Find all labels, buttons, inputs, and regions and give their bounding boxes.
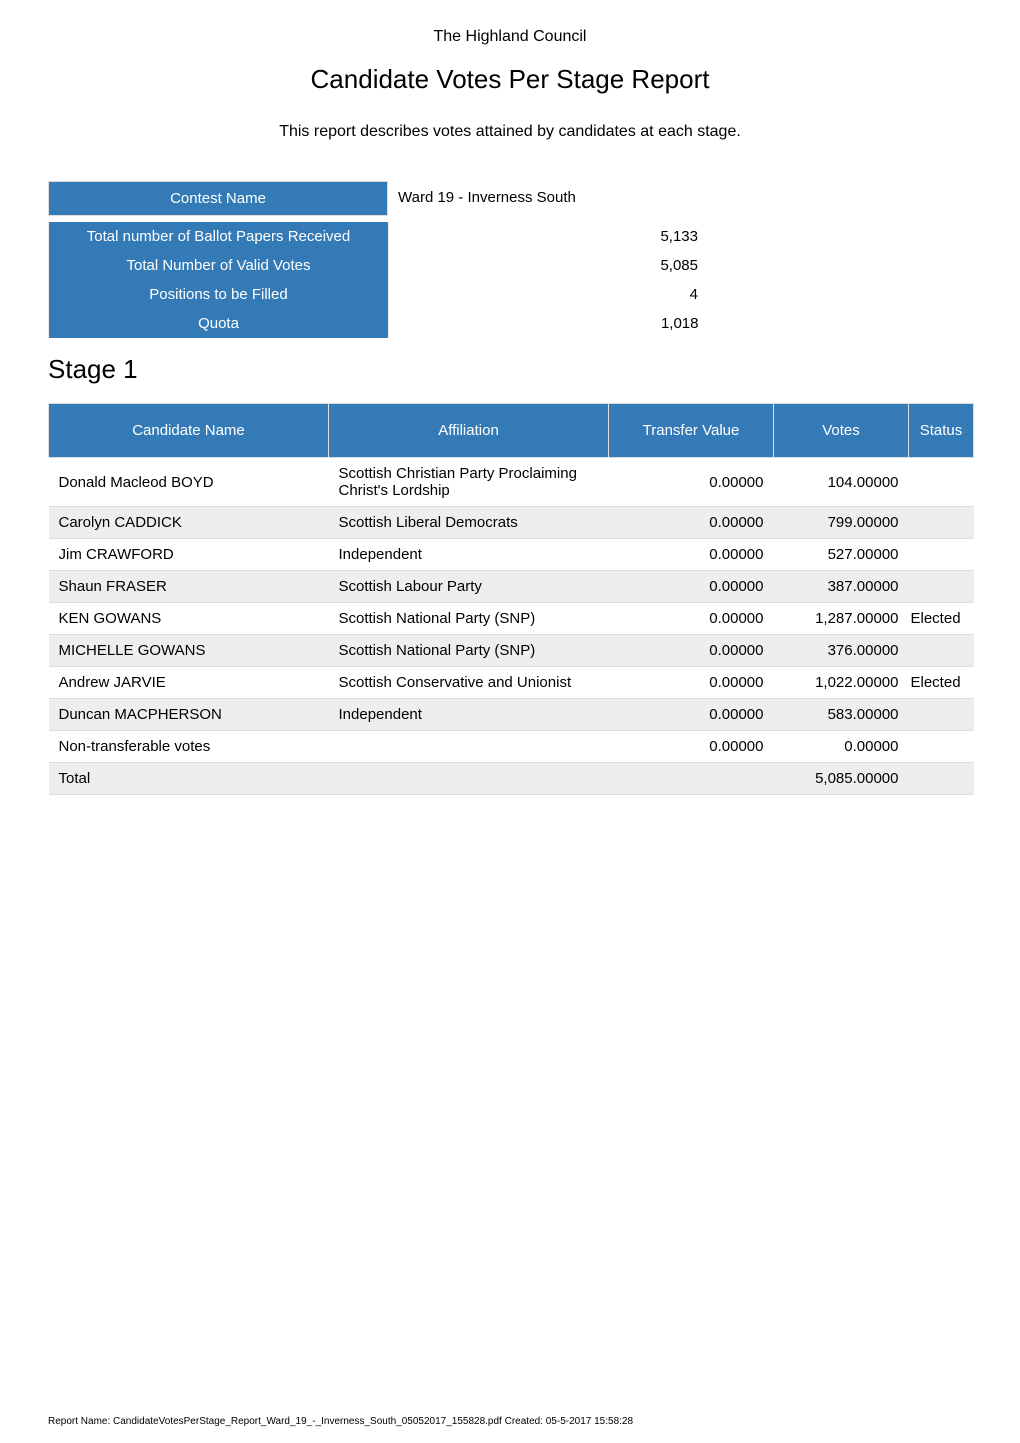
cell-votes: 799.00000 <box>774 507 909 539</box>
table-row: Andrew JARVIE Scottish Conservative and … <box>49 667 974 699</box>
cell-transfer-value: 0.00000 <box>609 603 774 635</box>
cell-status <box>909 763 974 795</box>
cell-name: Shaun FRASER <box>49 571 329 603</box>
cell-transfer-value: 0.00000 <box>609 507 774 539</box>
cell-votes: 1,022.00000 <box>774 667 909 699</box>
summary-label: Positions to be Filled <box>49 280 389 309</box>
contest-name-label: Contest Name <box>48 181 388 216</box>
cell-status <box>909 699 974 731</box>
results-header-row: Candidate Name Affiliation Transfer Valu… <box>49 404 974 458</box>
table-row: Non-transferable votes 0.00000 0.00000 <box>49 731 974 763</box>
col-header-votes: Votes <box>774 404 909 458</box>
cell-status <box>909 731 974 763</box>
cell-name: Total <box>49 763 329 795</box>
contest-name-value: Ward 19 - Inverness South <box>388 181 718 216</box>
cell-affiliation: Scottish National Party (SNP) <box>329 603 609 635</box>
report-title: Candidate Votes Per Stage Report <box>48 64 972 95</box>
table-row: Shaun FRASER Scottish Labour Party 0.000… <box>49 571 974 603</box>
table-row: MICHELLE GOWANS Scottish National Party … <box>49 635 974 667</box>
col-header-name: Candidate Name <box>49 404 329 458</box>
cell-affiliation: Scottish Liberal Democrats <box>329 507 609 539</box>
cell-transfer-value: 0.00000 <box>609 667 774 699</box>
cell-status: Elected <box>909 603 974 635</box>
cell-votes: 104.00000 <box>774 458 909 507</box>
table-row: Carolyn CADDICK Scottish Liberal Democra… <box>49 507 974 539</box>
cell-name: Jim CRAWFORD <box>49 539 329 571</box>
cell-transfer-value: 0.00000 <box>609 571 774 603</box>
cell-name: KEN GOWANS <box>49 603 329 635</box>
cell-name: Duncan MACPHERSON <box>49 699 329 731</box>
cell-affiliation: Scottish Labour Party <box>329 571 609 603</box>
cell-affiliation: Scottish Conservative and Unionist <box>329 667 609 699</box>
cell-affiliation: Independent <box>329 539 609 571</box>
summary-value: 5,085 <box>389 251 709 280</box>
results-table: Candidate Name Affiliation Transfer Valu… <box>48 403 974 795</box>
cell-votes: 0.00000 <box>774 731 909 763</box>
cell-affiliation <box>329 731 609 763</box>
cell-votes: 583.00000 <box>774 699 909 731</box>
cell-votes: 387.00000 <box>774 571 909 603</box>
cell-status <box>909 571 974 603</box>
cell-affiliation: Scottish Christian Party Proclaiming Chr… <box>329 458 609 507</box>
stage-heading: Stage 1 <box>48 354 972 385</box>
cell-votes: 376.00000 <box>774 635 909 667</box>
cell-name: Andrew JARVIE <box>49 667 329 699</box>
cell-name: MICHELLE GOWANS <box>49 635 329 667</box>
cell-status <box>909 539 974 571</box>
summary-label: Quota <box>49 309 389 338</box>
cell-status <box>909 507 974 539</box>
table-row: Duncan MACPHERSON Independent 0.00000 58… <box>49 699 974 731</box>
table-row: Donald Macleod BOYD Scottish Christian P… <box>49 458 974 507</box>
cell-transfer-value: 0.00000 <box>609 731 774 763</box>
cell-status <box>909 458 974 507</box>
report-description: This report describes votes attained by … <box>48 123 972 141</box>
cell-name: Non-transferable votes <box>49 731 329 763</box>
cell-affiliation <box>329 763 609 795</box>
summary-value: 5,133 <box>389 222 709 251</box>
summary-row: Positions to be Filled 4 <box>49 280 709 309</box>
summary-table: Total number of Ballot Papers Received 5… <box>48 222 709 338</box>
cell-votes: 527.00000 <box>774 539 909 571</box>
col-header-status: Status <box>909 404 974 458</box>
cell-transfer-value: 0.00000 <box>609 458 774 507</box>
table-row: KEN GOWANS Scottish National Party (SNP)… <box>49 603 974 635</box>
cell-name: Carolyn CADDICK <box>49 507 329 539</box>
organisation-name: The Highland Council <box>48 28 972 46</box>
cell-votes: 5,085.00000 <box>774 763 909 795</box>
cell-name: Donald Macleod BOYD <box>49 458 329 507</box>
summary-row: Total number of Ballot Papers Received 5… <box>49 222 709 251</box>
footer-text: Report Name: CandidateVotesPerStage_Repo… <box>48 1416 633 1427</box>
col-header-transfer: Transfer Value <box>609 404 774 458</box>
cell-transfer-value: 0.00000 <box>609 539 774 571</box>
cell-status: Elected <box>909 667 974 699</box>
contest-row: Contest Name Ward 19 - Inverness South <box>48 181 972 216</box>
table-row: Jim CRAWFORD Independent 0.00000 527.000… <box>49 539 974 571</box>
summary-row: Total Number of Valid Votes 5,085 <box>49 251 709 280</box>
summary-label: Total Number of Valid Votes <box>49 251 389 280</box>
cell-transfer-value <box>609 763 774 795</box>
cell-votes: 1,287.00000 <box>774 603 909 635</box>
cell-status <box>909 635 974 667</box>
summary-value: 4 <box>389 280 709 309</box>
summary-row: Quota 1,018 <box>49 309 709 338</box>
table-row: Total 5,085.00000 <box>49 763 974 795</box>
cell-transfer-value: 0.00000 <box>609 699 774 731</box>
cell-affiliation: Scottish National Party (SNP) <box>329 635 609 667</box>
cell-affiliation: Independent <box>329 699 609 731</box>
summary-label: Total number of Ballot Papers Received <box>49 222 389 251</box>
summary-value: 1,018 <box>389 309 709 338</box>
col-header-affiliation: Affiliation <box>329 404 609 458</box>
cell-transfer-value: 0.00000 <box>609 635 774 667</box>
